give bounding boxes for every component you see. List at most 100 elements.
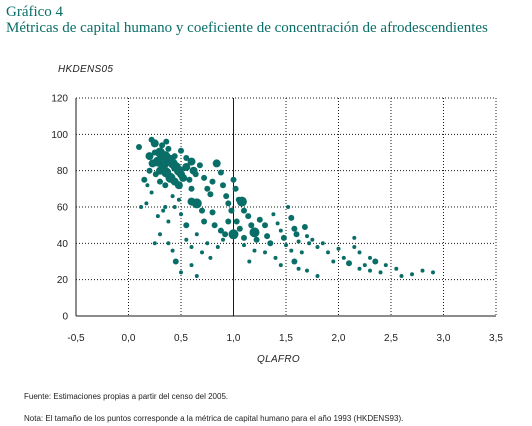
data-point [296, 239, 301, 244]
data-point [293, 231, 300, 238]
x-tick-label: 2,5 [384, 333, 398, 344]
data-points [136, 136, 435, 278]
source-note: Fuente: Estimaciones propias a partir de… [24, 392, 229, 401]
data-point [233, 218, 240, 225]
data-point [166, 241, 171, 246]
data-point [207, 191, 214, 198]
data-point [291, 225, 298, 232]
data-point [357, 266, 362, 271]
gridlines [76, 97, 497, 316]
data-point [170, 194, 175, 199]
data-point [305, 268, 309, 273]
data-point [326, 250, 330, 255]
data-point [215, 245, 220, 249]
x-tick-label: 2,0 [332, 333, 346, 344]
data-point [228, 229, 239, 240]
data-point [301, 224, 308, 230]
data-point [357, 250, 362, 255]
data-point [191, 198, 202, 209]
data-point [320, 241, 325, 246]
data-point [192, 171, 199, 178]
data-point [178, 147, 184, 154]
data-point [179, 173, 188, 182]
data-point [209, 178, 216, 185]
data-point [212, 159, 221, 168]
data-point [141, 176, 148, 183]
data-point [253, 236, 260, 243]
chart-label: Gráfico 4 [6, 4, 64, 20]
y-tick-label: 80 [57, 166, 69, 177]
x-tick-label: 3,0 [437, 333, 451, 344]
tick-labels: -0,5 0,0 0,5 1,0 1,5 2,0 2,5 3,0 3,5 0 20 40 60 80 100… [51, 94, 503, 345]
data-point [208, 255, 213, 260]
data-point [307, 241, 312, 246]
data-point [183, 155, 190, 161]
data-point [159, 142, 166, 149]
data-point [187, 157, 196, 166]
data-point [150, 139, 159, 148]
x-axis-label: QLAFRO [257, 354, 300, 365]
x-tick-label: -0,5 [67, 333, 85, 344]
data-point [383, 263, 388, 268]
chart-title: Métricas de capital humano y coeficiente… [6, 20, 488, 36]
data-point [204, 185, 211, 192]
data-point [248, 222, 255, 229]
data-point [184, 237, 189, 242]
x-tick-label: 0,5 [174, 333, 188, 344]
data-point [291, 258, 298, 265]
data-point [188, 185, 195, 192]
data-point [172, 205, 177, 209]
data-point [163, 205, 168, 209]
data-point [199, 207, 205, 214]
data-point [158, 232, 162, 237]
data-point [183, 222, 190, 229]
data-point [245, 213, 252, 220]
data-point [362, 263, 367, 268]
data-point [232, 185, 239, 192]
size-note: Nota: El tamaño de los puntos correspond… [24, 414, 404, 423]
data-point [149, 190, 154, 195]
data-point [228, 207, 235, 214]
y-tick-label: 120 [51, 94, 68, 105]
data-point [310, 237, 315, 242]
x-tick-label: 3,5 [489, 333, 503, 344]
data-point [271, 212, 276, 217]
data-point [217, 169, 224, 176]
data-point [263, 250, 267, 255]
data-point [241, 207, 247, 214]
data-point [280, 234, 287, 241]
data-point [201, 174, 208, 181]
data-point [151, 149, 158, 156]
data-point [284, 243, 288, 248]
data-point [161, 208, 166, 213]
data-point [170, 248, 175, 253]
x-tick-label: 1,5 [279, 333, 293, 344]
data-point [247, 259, 252, 264]
data-point [217, 227, 224, 234]
data-point [162, 182, 169, 189]
data-point [341, 255, 346, 260]
data-point [331, 259, 336, 264]
y-tick-label: 0 [62, 312, 68, 323]
data-point [172, 258, 179, 265]
data-point [275, 221, 280, 226]
data-point [166, 219, 171, 224]
data-point [262, 222, 268, 229]
data-point [200, 250, 204, 255]
data-point [225, 218, 232, 225]
y-tick-label: 40 [57, 239, 69, 250]
x-tick-label: 1,0 [227, 333, 241, 344]
data-point [431, 270, 435, 275]
data-point [299, 250, 304, 255]
data-point [305, 234, 309, 239]
data-point [372, 258, 379, 265]
data-point [278, 228, 283, 233]
data-point [139, 205, 144, 209]
data-point [146, 167, 153, 174]
data-point [144, 201, 149, 206]
data-point [236, 196, 247, 207]
data-point [179, 212, 183, 217]
x-tick-label: 0,0 [122, 333, 136, 344]
data-point [410, 272, 414, 277]
data-point [179, 270, 183, 275]
